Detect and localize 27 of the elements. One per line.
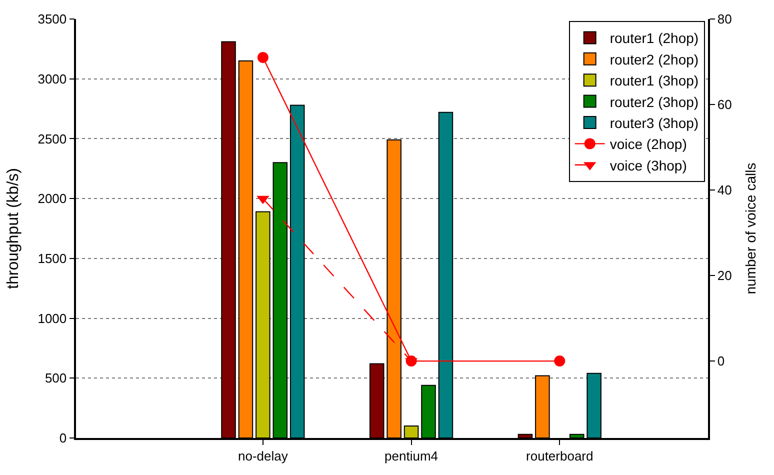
legend-label: router1 (3hop)	[610, 72, 699, 89]
legend-label: router2 (2hop)	[610, 51, 699, 68]
legend-label: voice (2hop)	[610, 136, 687, 152]
y-axis-title: throughput (kb/s)	[5, 168, 22, 289]
y-tick-label: 3000	[38, 71, 67, 86]
y-tick-label: 2500	[38, 131, 67, 146]
y-tick-label: 2000	[38, 191, 67, 206]
legend-label: router3 (3hop)	[610, 114, 699, 131]
y2-axis-title: number of voice calls	[742, 162, 759, 294]
y2-tick-label: 0	[717, 354, 725, 369]
y2-tick-label: 40	[717, 182, 732, 198]
legend-label: router1 (2hop)	[610, 30, 699, 46]
y2-tick-label: 80	[717, 12, 732, 27]
y-tick-label: 0	[59, 430, 67, 446]
point	[257, 52, 268, 63]
x-tick-label: pentium4	[384, 448, 438, 464]
y-tick-label: 1500	[38, 250, 67, 266]
y2-tick-label: 20	[717, 268, 732, 284]
x-tick-label: routerboard	[526, 448, 594, 464]
y-tick-label: 500	[44, 370, 67, 386]
legend-label: router2 (3hop)	[610, 94, 699, 110]
x-tick-label: no-delay	[238, 448, 288, 464]
legend-label: voice (3hop)	[610, 157, 687, 174]
y-tick-label: 1000	[38, 310, 67, 326]
point	[554, 356, 566, 367]
y2-tick-label: 60	[717, 97, 732, 112]
y-tick-label: 3500	[38, 12, 67, 27]
